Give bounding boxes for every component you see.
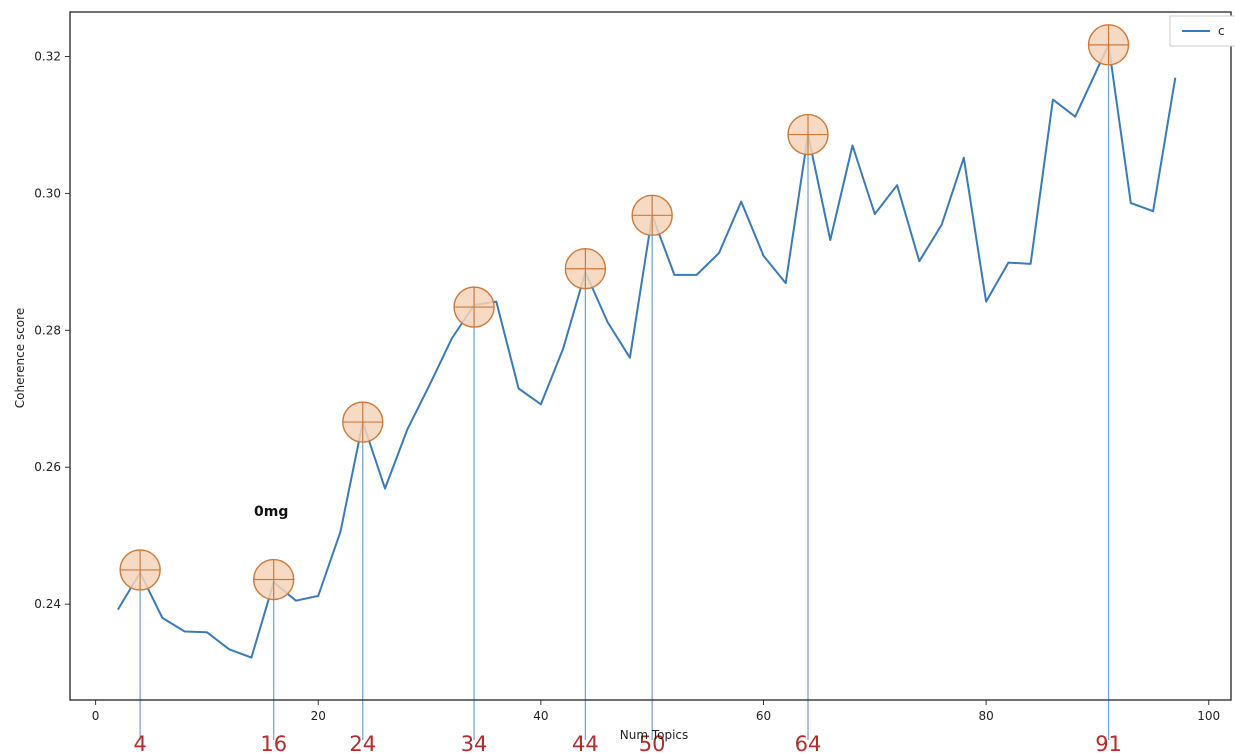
y-tick-label: 0.32 [34, 49, 61, 63]
x-tick-label: 80 [978, 709, 993, 723]
y-tick-label: 0.30 [34, 186, 61, 200]
plot-frame [69, 11, 1232, 701]
x-tick-label: 0 [92, 709, 100, 723]
legend: c [1169, 15, 1235, 47]
x-tick-label: 100 [1197, 709, 1220, 723]
peak-label-4: 4 [133, 732, 146, 754]
peak-label-50: 50 [639, 732, 666, 754]
highlight-marker-4 [119, 549, 161, 591]
highlight-marker-16 [253, 558, 295, 601]
x-tick-label: 60 [756, 709, 771, 723]
highlight-marker-24 [342, 401, 384, 443]
y-axis-title: Coherence score [13, 308, 27, 408]
highlight-marker-34 [453, 286, 495, 328]
peak-label-91: 91 [1095, 732, 1122, 754]
highlight-marker-64 [787, 113, 829, 156]
highlight-marker-91 [1087, 24, 1130, 66]
peak-label-64: 64 [795, 732, 822, 754]
peak-label-44: 44 [572, 732, 599, 754]
peak-label-16: 16 [260, 732, 287, 754]
highlight-marker-50 [631, 194, 673, 237]
highlight-marker-44 [564, 248, 607, 290]
highlight-markers [119, 24, 1130, 601]
peak-label-24: 24 [349, 732, 376, 754]
y-axis: 0.24 0.26 0.28 0.30 0.32 [34, 49, 70, 611]
y-tick-label: 0.24 [34, 597, 61, 611]
annotation-label: 0mg [254, 504, 288, 520]
x-axis: 0 20 40 60 80 100 [92, 700, 1220, 723]
y-tick-label: 0.28 [34, 323, 61, 337]
x-axis-title: Num Topics [620, 728, 689, 742]
x-tick-label: 40 [533, 709, 548, 723]
legend-entry: c [1218, 24, 1225, 38]
x-tick-label: 20 [311, 709, 326, 723]
peak-labels: 4 16 24 34 44 50 64 91 [133, 732, 1121, 754]
highlight-drop-lines [139, 44, 1110, 740]
peak-label-34: 34 [461, 732, 488, 754]
y-tick-label: 0.26 [34, 460, 61, 474]
